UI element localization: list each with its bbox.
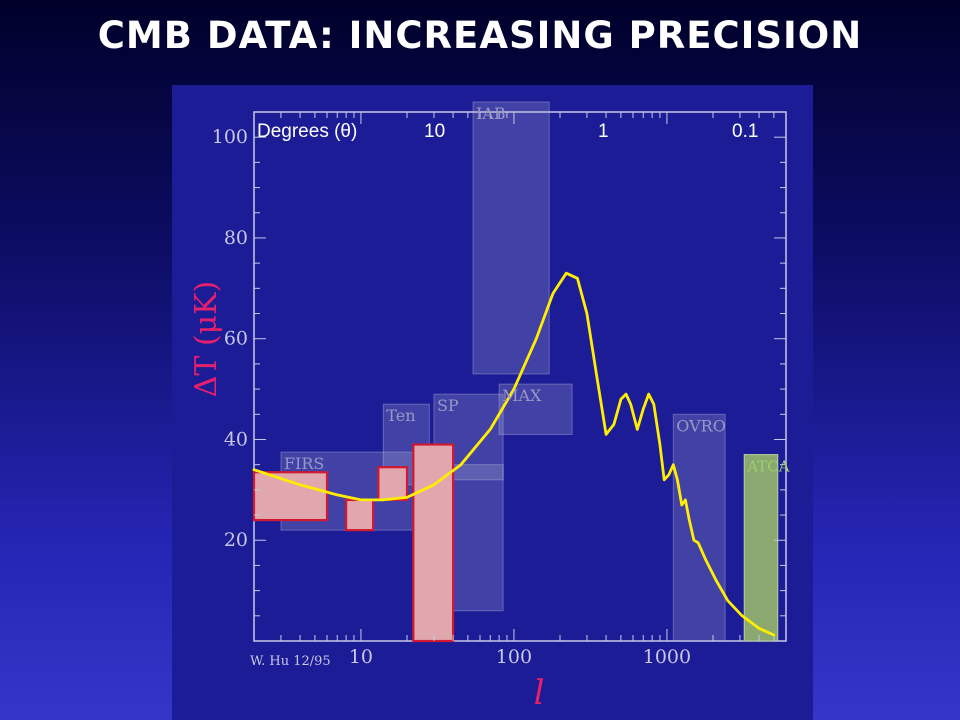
measurement-box-red-unlabeled [377,466,409,502]
top-axis-label: Degrees (θ) [257,121,357,142]
top-axis-tick-label: 10 [424,121,445,142]
y-tick-label: 40 [224,428,248,450]
measurement-label-ten: Ten [386,406,415,425]
chart-credit: W. Hu 12/95 [250,654,331,669]
measurement-box-red-unlabeled [252,471,329,522]
x-tick-label: 100 [496,646,532,668]
slide-title: CMB DATA: INCREASING PRECISION [97,14,863,57]
measurement-label-atca: ATCA [746,458,789,476]
measurement-label-sp: SP [437,396,459,415]
measurement-box-gray-iab [472,101,550,375]
x-tick-label: 1000 [643,646,691,668]
measurement-box-gray-sp [433,393,504,612]
top-axis-tick-label: 0.1 [732,121,758,142]
theory-curve [252,271,776,637]
x-tick-label: 10 [349,646,373,668]
chart-text: FIRS Ten SP IAB MAX OVRO ATCA 10 100 1000 20 40 60 80… [189,104,790,713]
measurement-label-max: MAX [502,386,542,405]
x-axis-label: l [534,673,545,713]
measurement-box-red-unlabeled [345,498,375,532]
y-tick-label: 20 [224,529,248,551]
plot-frame [253,111,787,642]
cmb-power-spectrum-chart: FIRS Ten SP IAB MAX OVRO ATCA 10 100 1000 20 40 60 80… [189,101,790,713]
y-tick-label: 60 [224,328,248,350]
measurement-label-firs: FIRS [284,454,324,473]
measurement-label-iab: IAB [476,104,506,123]
measurement-boxes [252,101,779,643]
plot-panel: FIRS Ten SP IAB MAX OVRO ATCA 10 100 1000 20 40 60 80… [172,85,813,720]
measurement-box-red-unlabeled [412,443,455,643]
theory-curve-line [252,271,776,637]
axes [253,112,787,642]
measurement-box-gray-ovro [672,413,726,642]
measurement-label-ovro: OVRO [676,416,726,435]
y-tick-label: 80 [224,227,248,249]
top-axis-tick-label: 1 [598,121,609,142]
y-axis-label: ΔT (μK) [189,281,224,398]
measurement-box-green-atca [743,454,779,642]
y-tick-label: 100 [212,126,248,148]
